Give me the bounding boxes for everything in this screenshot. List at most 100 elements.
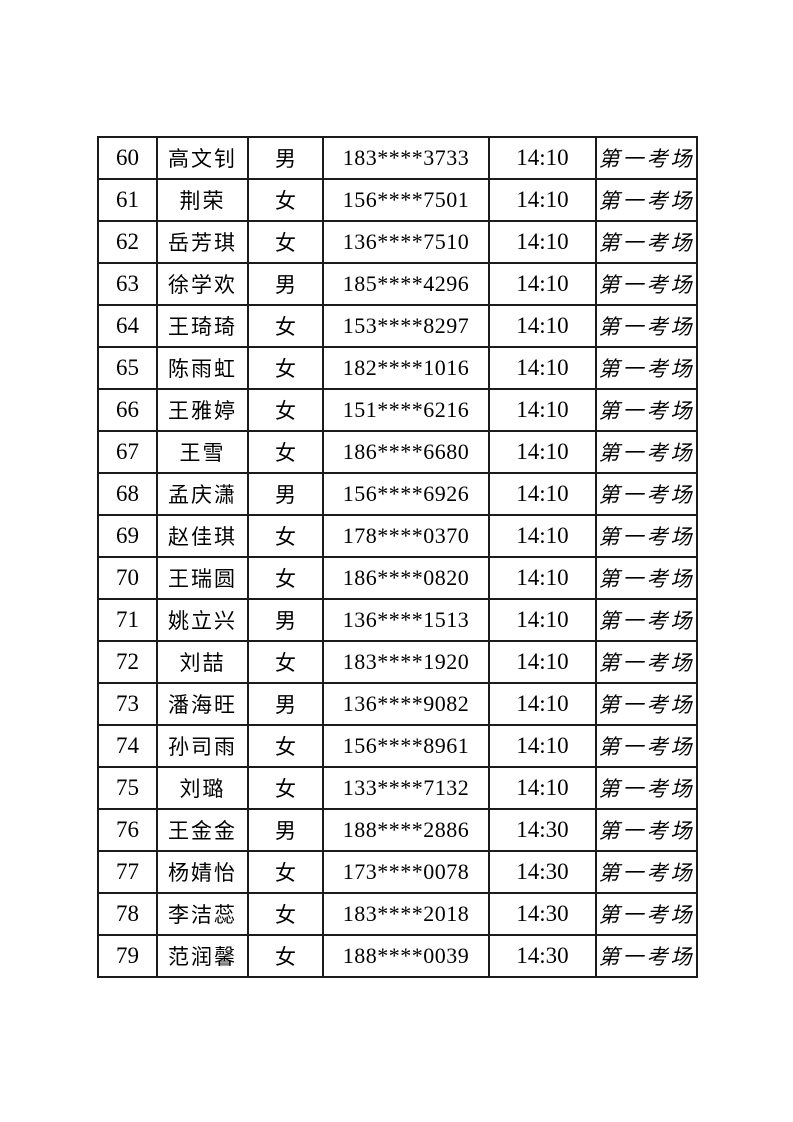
exam-room-cell: 第一考场 xyxy=(595,682,698,726)
gender-cell: 女 xyxy=(247,892,324,936)
row-number-cell: 75 xyxy=(97,766,158,810)
table-row: 60 高文钊 男 183****3733 14:10 第一考场 xyxy=(97,136,698,180)
exam-room-cell: 第一考场 xyxy=(595,598,698,642)
exam-room-cell: 第一考场 xyxy=(595,178,698,222)
exam-roster-table: 60 高文钊 男 183****3733 14:10 第一考场 61 荆荣 女 … xyxy=(97,136,698,978)
exam-room-cell: 第一考场 xyxy=(595,304,698,348)
table-row: 76 王金金 男 188****2886 14:30 第一考场 xyxy=(97,808,698,852)
phone-cell: 156****6926 xyxy=(322,472,490,516)
table-row: 69 赵佳琪 女 178****0370 14:10 第一考场 xyxy=(97,514,698,558)
gender-cell: 女 xyxy=(247,766,324,810)
phone-cell: 186****0820 xyxy=(322,556,490,600)
row-number-cell: 68 xyxy=(97,472,158,516)
name-cell: 王雪 xyxy=(156,430,249,474)
exam-room-cell: 第一考场 xyxy=(595,388,698,432)
row-number-cell: 60 xyxy=(97,136,158,180)
name-cell: 王金金 xyxy=(156,808,249,852)
phone-cell: 185****4296 xyxy=(322,262,490,306)
phone-cell: 173****0078 xyxy=(322,850,490,894)
exam-room-cell: 第一考场 xyxy=(595,724,698,768)
gender-cell: 男 xyxy=(247,598,324,642)
gender-cell: 女 xyxy=(247,514,324,558)
row-number-cell: 71 xyxy=(97,598,158,642)
exam-room-cell: 第一考场 xyxy=(595,514,698,558)
row-number-cell: 74 xyxy=(97,724,158,768)
name-cell: 高文钊 xyxy=(156,136,249,180)
name-cell: 赵佳琪 xyxy=(156,514,249,558)
phone-cell: 183****2018 xyxy=(322,892,490,936)
row-number-cell: 73 xyxy=(97,682,158,726)
table-body: 60 高文钊 男 183****3733 14:10 第一考场 61 荆荣 女 … xyxy=(97,136,698,978)
gender-cell: 女 xyxy=(247,934,324,978)
gender-cell: 女 xyxy=(247,388,324,432)
row-number-cell: 70 xyxy=(97,556,158,600)
name-cell: 孟庆潇 xyxy=(156,472,249,516)
gender-cell: 女 xyxy=(247,724,324,768)
row-number-cell: 66 xyxy=(97,388,158,432)
time-cell: 14:10 xyxy=(488,556,597,600)
table-row: 77 杨婧怡 女 173****0078 14:30 第一考场 xyxy=(97,850,698,894)
phone-cell: 188****2886 xyxy=(322,808,490,852)
exam-room-cell: 第一考场 xyxy=(595,472,698,516)
name-cell: 李洁蕊 xyxy=(156,892,249,936)
table-row: 63 徐学欢 男 185****4296 14:10 第一考场 xyxy=(97,262,698,306)
time-cell: 14:10 xyxy=(488,640,597,684)
time-cell: 14:30 xyxy=(488,892,597,936)
table-row: 66 王雅婷 女 151****6216 14:10 第一考场 xyxy=(97,388,698,432)
exam-room-cell: 第一考场 xyxy=(595,136,698,180)
table-row: 72 刘喆 女 183****1920 14:10 第一考场 xyxy=(97,640,698,684)
gender-cell: 男 xyxy=(247,262,324,306)
table-row: 74 孙司雨 女 156****8961 14:10 第一考场 xyxy=(97,724,698,768)
row-number-cell: 78 xyxy=(97,892,158,936)
exam-room-cell: 第一考场 xyxy=(595,934,698,978)
table-row: 78 李洁蕊 女 183****2018 14:30 第一考场 xyxy=(97,892,698,936)
gender-cell: 女 xyxy=(247,304,324,348)
name-cell: 徐学欢 xyxy=(156,262,249,306)
gender-cell: 男 xyxy=(247,136,324,180)
time-cell: 14:10 xyxy=(488,472,597,516)
time-cell: 14:10 xyxy=(488,724,597,768)
row-number-cell: 65 xyxy=(97,346,158,390)
gender-cell: 女 xyxy=(247,430,324,474)
time-cell: 14:10 xyxy=(488,262,597,306)
table-row: 67 王雪 女 186****6680 14:10 第一考场 xyxy=(97,430,698,474)
table-row: 73 潘海旺 男 136****9082 14:10 第一考场 xyxy=(97,682,698,726)
row-number-cell: 69 xyxy=(97,514,158,558)
exam-room-cell: 第一考场 xyxy=(595,430,698,474)
time-cell: 14:30 xyxy=(488,934,597,978)
table-row: 64 王琦琦 女 153****8297 14:10 第一考场 xyxy=(97,304,698,348)
row-number-cell: 77 xyxy=(97,850,158,894)
phone-cell: 156****7501 xyxy=(322,178,490,222)
time-cell: 14:10 xyxy=(488,220,597,264)
phone-cell: 188****0039 xyxy=(322,934,490,978)
exam-room-cell: 第一考场 xyxy=(595,346,698,390)
gender-cell: 女 xyxy=(247,556,324,600)
name-cell: 岳芳琪 xyxy=(156,220,249,264)
table-row: 61 荆荣 女 156****7501 14:10 第一考场 xyxy=(97,178,698,222)
exam-room-cell: 第一考场 xyxy=(595,220,698,264)
exam-room-cell: 第一考场 xyxy=(595,262,698,306)
row-number-cell: 64 xyxy=(97,304,158,348)
name-cell: 荆荣 xyxy=(156,178,249,222)
table-row: 71 姚立兴 男 136****1513 14:10 第一考场 xyxy=(97,598,698,642)
phone-cell: 156****8961 xyxy=(322,724,490,768)
phone-cell: 178****0370 xyxy=(322,514,490,558)
exam-room-cell: 第一考场 xyxy=(595,766,698,810)
table-row: 68 孟庆潇 男 156****6926 14:10 第一考场 xyxy=(97,472,698,516)
gender-cell: 男 xyxy=(247,808,324,852)
table-row: 75 刘璐 女 133****7132 14:10 第一考场 xyxy=(97,766,698,810)
gender-cell: 男 xyxy=(247,682,324,726)
time-cell: 14:30 xyxy=(488,850,597,894)
phone-cell: 183****1920 xyxy=(322,640,490,684)
time-cell: 14:10 xyxy=(488,514,597,558)
gender-cell: 女 xyxy=(247,850,324,894)
row-number-cell: 63 xyxy=(97,262,158,306)
time-cell: 14:10 xyxy=(488,430,597,474)
row-number-cell: 67 xyxy=(97,430,158,474)
time-cell: 14:10 xyxy=(488,178,597,222)
time-cell: 14:30 xyxy=(488,808,597,852)
gender-cell: 女 xyxy=(247,178,324,222)
time-cell: 14:10 xyxy=(488,136,597,180)
exam-room-cell: 第一考场 xyxy=(595,556,698,600)
